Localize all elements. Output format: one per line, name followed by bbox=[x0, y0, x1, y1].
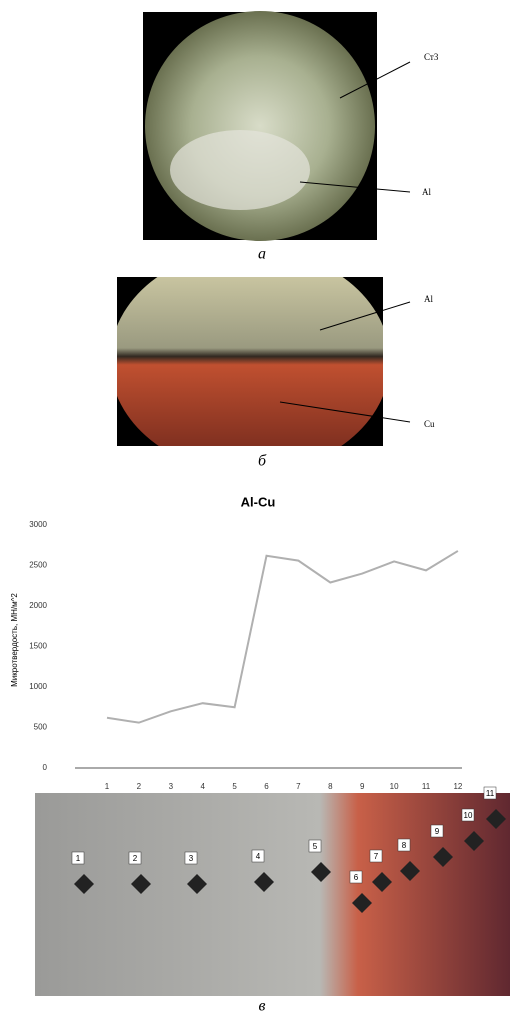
caption: в bbox=[259, 998, 266, 1015]
x-tick-label: 11 bbox=[422, 782, 431, 791]
x-tick-label: 3 bbox=[169, 782, 174, 791]
chart-title: Al-Cu bbox=[241, 494, 276, 509]
data-line bbox=[107, 551, 458, 723]
figure: Ст3 Al а Al Cu б Al-Cu Микротвердость, М… bbox=[0, 0, 510, 1016]
label: Cu bbox=[424, 419, 435, 429]
label: Ст3 bbox=[424, 52, 439, 62]
label: Al bbox=[422, 187, 431, 197]
y-tick-label: 0 bbox=[43, 763, 48, 772]
marker-label: 7 bbox=[374, 852, 379, 861]
marker-label: 1 bbox=[76, 854, 81, 863]
marker-label: 5 bbox=[313, 842, 318, 851]
x-tick-label: 4 bbox=[200, 782, 205, 791]
marker-label: 9 bbox=[435, 827, 440, 836]
chart: Al-Cu Микротвердость, МН/м^2 0 500 1000 150… bbox=[10, 494, 463, 791]
marker-label: 3 bbox=[189, 854, 194, 863]
y-tick-label: 1500 bbox=[29, 642, 47, 651]
caption: б bbox=[258, 453, 267, 470]
marker-label: 10 bbox=[464, 811, 473, 820]
micrograph bbox=[117, 277, 383, 446]
y-tick-label: 2500 bbox=[29, 561, 47, 570]
x-tick-label: 10 bbox=[390, 782, 399, 791]
marker-label: 4 bbox=[256, 852, 261, 861]
marker-label: 8 bbox=[402, 841, 407, 850]
x-tick-label: 6 bbox=[264, 782, 269, 791]
y-axis-label: Микротвердость, МН/м^2 bbox=[10, 593, 19, 687]
y-tick-label: 2000 bbox=[29, 601, 47, 610]
micrograph-region bbox=[170, 130, 310, 210]
x-tick-label: 12 bbox=[453, 782, 462, 791]
micrograph bbox=[35, 793, 510, 996]
marker-label: 2 bbox=[133, 854, 138, 863]
label: Al bbox=[424, 294, 433, 304]
marker-label: 11 bbox=[486, 789, 495, 798]
x-tick-label: 1 bbox=[105, 782, 110, 791]
y-tick-label: 3000 bbox=[29, 520, 47, 529]
marker-label: 6 bbox=[354, 873, 359, 882]
caption: а bbox=[258, 246, 266, 263]
x-tick-label: 2 bbox=[137, 782, 142, 791]
x-tick-label: 9 bbox=[360, 782, 365, 791]
x-tick-label: 8 bbox=[328, 782, 333, 791]
x-tick-label: 5 bbox=[232, 782, 237, 791]
y-tick-label: 1000 bbox=[29, 682, 47, 691]
y-tick-label: 500 bbox=[34, 723, 48, 732]
x-tick-label: 7 bbox=[296, 782, 301, 791]
